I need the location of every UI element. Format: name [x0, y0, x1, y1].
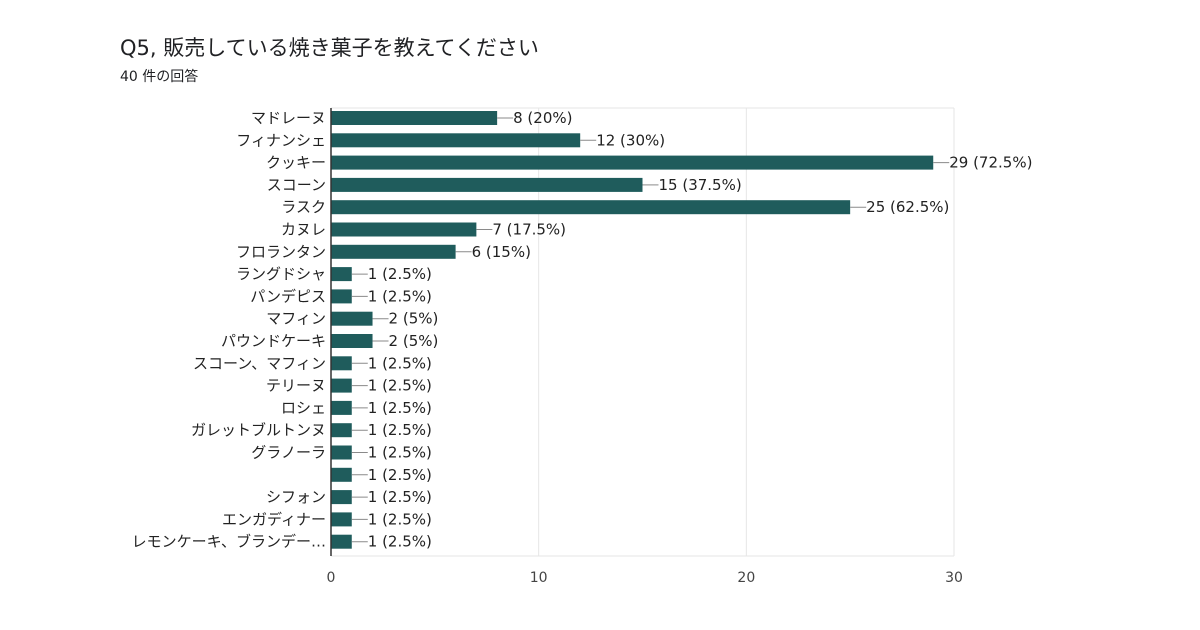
- bar: [331, 490, 352, 505]
- value-label: 2 (5%): [389, 310, 439, 328]
- bar: [331, 111, 498, 125]
- bar: [331, 334, 373, 348]
- category-label: フィナンシェ: [236, 131, 326, 149]
- bar: [331, 222, 477, 237]
- value-label: 2 (5%): [389, 332, 439, 350]
- category-label: パンデピス: [250, 287, 326, 305]
- category-label: エンガディナー: [222, 510, 326, 528]
- value-label: 1 (2.5%): [368, 510, 432, 528]
- category-label: マフィン: [266, 310, 326, 328]
- bar: [331, 356, 352, 371]
- value-label: 12 (30%): [596, 131, 665, 149]
- category-label: フロランタン: [236, 243, 326, 261]
- chart-title: Q5, 販売している焼き菓子を教えてください: [120, 36, 539, 60]
- bar: [331, 445, 352, 460]
- x-tick-label: 10: [530, 570, 548, 586]
- category-label: クッキー: [266, 154, 326, 172]
- bar: [331, 311, 373, 326]
- value-label: 29 (72.5%): [949, 154, 1032, 172]
- bar: [331, 423, 352, 438]
- bar: [331, 244, 456, 259]
- bar: [331, 378, 352, 393]
- value-label: 1 (2.5%): [368, 533, 432, 551]
- value-label: 1 (2.5%): [368, 265, 432, 283]
- bar: [331, 200, 851, 215]
- value-label: 1 (2.5%): [368, 488, 432, 506]
- category-label: カヌレ: [281, 221, 326, 239]
- value-label: 15 (37.5%): [659, 176, 742, 194]
- category-label: ガレットブルトンヌ: [191, 421, 326, 439]
- bar: [331, 512, 352, 527]
- category-label: ロシェ: [281, 399, 326, 417]
- value-label: 1 (2.5%): [368, 399, 432, 417]
- category-label: ラスク: [281, 198, 326, 216]
- response-count: 40 件の回答: [120, 69, 199, 85]
- bar: [331, 289, 352, 304]
- bar: [331, 467, 352, 482]
- bars: [331, 111, 950, 549]
- bar: [331, 177, 643, 192]
- value-label: 25 (62.5%): [866, 198, 949, 216]
- category-label: パウンドケーキ: [221, 332, 326, 350]
- bar: [331, 155, 934, 170]
- category-label: マドレーヌ: [251, 109, 326, 127]
- category-label: スコーン: [267, 176, 326, 194]
- value-label: 1 (2.5%): [368, 377, 432, 395]
- value-label: 8 (20%): [513, 109, 572, 127]
- grid-lines: [331, 107, 955, 557]
- bar: [331, 400, 352, 415]
- value-label: 1 (2.5%): [368, 421, 432, 439]
- category-label: テリーヌ: [266, 377, 326, 395]
- value-label: 1 (2.5%): [368, 287, 432, 305]
- category-label: グラノーラ: [251, 444, 326, 462]
- category-label: スコーン、マフィン: [193, 354, 326, 372]
- x-tick-label: 20: [737, 570, 755, 586]
- category-label: シフォン: [266, 488, 326, 506]
- category-label: レモンケーキ、ブランデー…: [132, 533, 326, 551]
- value-label: 1 (2.5%): [368, 444, 432, 462]
- x-tick-label: 30: [945, 570, 963, 586]
- value-label: 1 (2.5%): [368, 354, 432, 372]
- category-label: ラングドシャ: [236, 265, 326, 283]
- labels: 0 10 20 30 マドレーヌ 8 (20%) フィナンシェ 12 (30%) クッキー 29 …: [132, 108, 1032, 586]
- value-label: 1 (2.5%): [368, 466, 432, 484]
- bar: [331, 133, 581, 148]
- x-tick-label: 0: [327, 570, 336, 586]
- value-label: 6 (15%): [472, 243, 531, 261]
- bar: [331, 267, 352, 282]
- value-label: 7 (17.5%): [492, 221, 566, 239]
- bar: [331, 534, 352, 549]
